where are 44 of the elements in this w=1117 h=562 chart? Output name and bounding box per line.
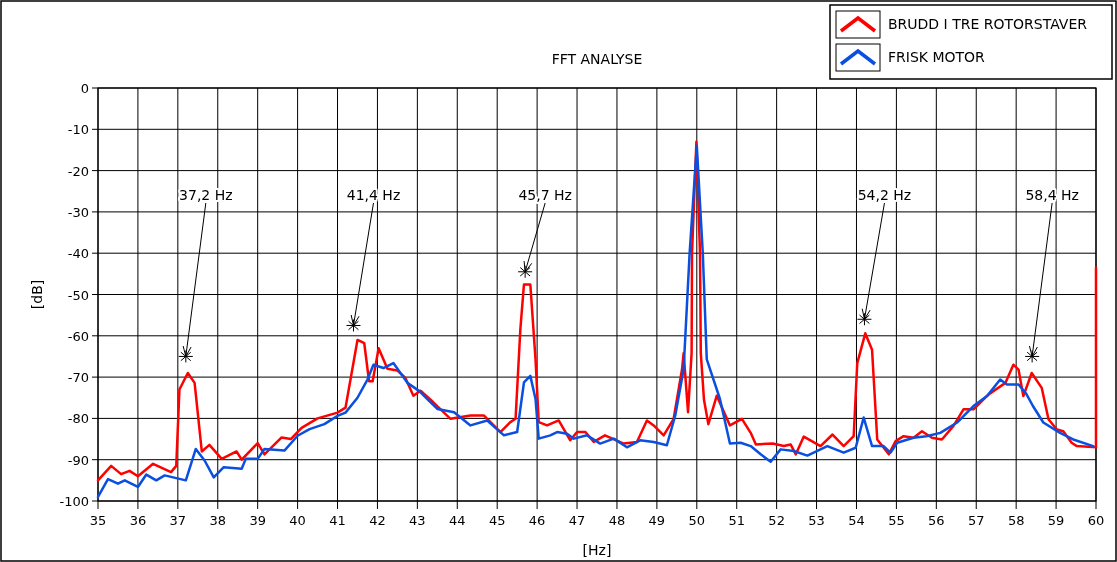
x-tick-label: 50	[688, 513, 706, 528]
x-tick-label: 43	[409, 513, 426, 528]
x-tick-label: 41	[329, 513, 346, 528]
x-tick-label: 38	[209, 513, 227, 528]
x-tick-label: 55	[888, 513, 905, 528]
y-tick-label: -100	[59, 494, 89, 509]
legend-label: FRISK MOTOR	[888, 49, 986, 65]
x-tick-label: 51	[728, 513, 745, 528]
x-tick-label: 54	[848, 513, 865, 528]
x-tick-label: 36	[129, 513, 147, 528]
x-tick-label: 46	[528, 513, 546, 528]
x-tick-label: 42	[369, 513, 386, 528]
y-tick-label: -70	[67, 370, 89, 386]
y-tick-label: -50	[67, 287, 89, 303]
y-tick-label: -30	[67, 204, 89, 220]
y-tick-label: -80	[67, 411, 89, 427]
x-tick-label: 37	[169, 513, 187, 528]
x-tick-label: 45	[488, 513, 506, 528]
x-tick-label: 60	[1087, 513, 1105, 528]
y-tick-label: -10	[67, 122, 89, 138]
y-axis-title: [dB]	[29, 279, 45, 310]
chart-title: FFT ANALYSE	[551, 51, 643, 67]
x-tick-label: 58	[1007, 513, 1025, 528]
x-tick-label: 59	[1047, 513, 1065, 528]
y-tick-label: -20	[67, 163, 89, 179]
x-tick-label: 47	[568, 513, 586, 528]
y-tick-label: -60	[67, 328, 89, 344]
x-tick-label: 35	[89, 513, 107, 528]
y-tick-label: -90	[67, 452, 89, 468]
x-axis-title: [Hz]	[582, 542, 612, 558]
x-tick-label: 56	[928, 513, 945, 528]
y-tick-label: 0	[80, 81, 89, 96]
x-tick-label: 48	[608, 513, 626, 528]
x-tick-label: 52	[768, 513, 785, 528]
x-tick-label: 49	[648, 513, 666, 528]
x-tick-label: 39	[249, 513, 266, 528]
x-tick-label: 40	[289, 513, 306, 528]
x-tick-label: 57	[967, 513, 985, 528]
annotation: 58,4 Hz	[1025, 187, 1079, 203]
legend-label: BRUDD I TRE ROTORSTAVER	[888, 16, 1088, 32]
annotation: 41,4 Hz	[346, 187, 401, 203]
x-tick-label: 44	[449, 513, 466, 528]
y-tick-label: -40	[67, 246, 89, 262]
x-tick-label: 53	[808, 513, 825, 528]
